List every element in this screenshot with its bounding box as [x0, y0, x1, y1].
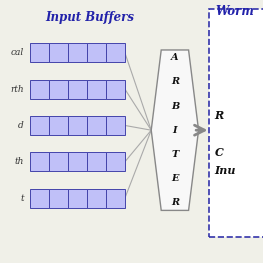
Bar — [49, 43, 68, 62]
Text: Input Buffers: Input Buffers — [45, 11, 134, 24]
Bar — [49, 152, 68, 171]
Text: A: A — [171, 53, 179, 62]
Bar — [68, 189, 87, 208]
Text: Inu: Inu — [215, 165, 236, 176]
Bar — [30, 152, 49, 171]
Text: th: th — [14, 157, 24, 166]
Bar — [68, 152, 87, 171]
Polygon shape — [151, 50, 199, 210]
Bar — [68, 43, 87, 62]
Bar — [106, 80, 125, 99]
Text: rth: rth — [10, 85, 24, 94]
Bar — [68, 80, 87, 99]
Bar — [30, 189, 49, 208]
Bar — [87, 116, 106, 135]
Text: I: I — [173, 126, 177, 135]
Bar — [87, 189, 106, 208]
Text: R: R — [215, 110, 224, 121]
Bar — [106, 189, 125, 208]
Bar — [30, 80, 49, 99]
Bar — [106, 43, 125, 62]
Bar — [30, 43, 49, 62]
Bar — [30, 116, 49, 135]
Text: T: T — [171, 150, 179, 159]
Text: E: E — [171, 174, 179, 183]
Bar — [49, 116, 68, 135]
FancyArrowPatch shape — [195, 125, 205, 135]
Bar — [209, 9, 263, 237]
Text: t: t — [20, 194, 24, 203]
Text: B: B — [171, 102, 179, 110]
Text: R: R — [171, 78, 179, 87]
Bar — [87, 80, 106, 99]
Bar — [49, 189, 68, 208]
Text: cal: cal — [11, 48, 24, 57]
Text: Worm: Worm — [216, 5, 254, 18]
Text: R: R — [171, 198, 179, 207]
Bar — [106, 116, 125, 135]
Bar — [68, 116, 87, 135]
Bar — [106, 152, 125, 171]
Text: C: C — [215, 147, 224, 158]
Bar — [87, 152, 106, 171]
Bar — [87, 43, 106, 62]
Text: d: d — [18, 121, 24, 130]
Bar — [49, 80, 68, 99]
